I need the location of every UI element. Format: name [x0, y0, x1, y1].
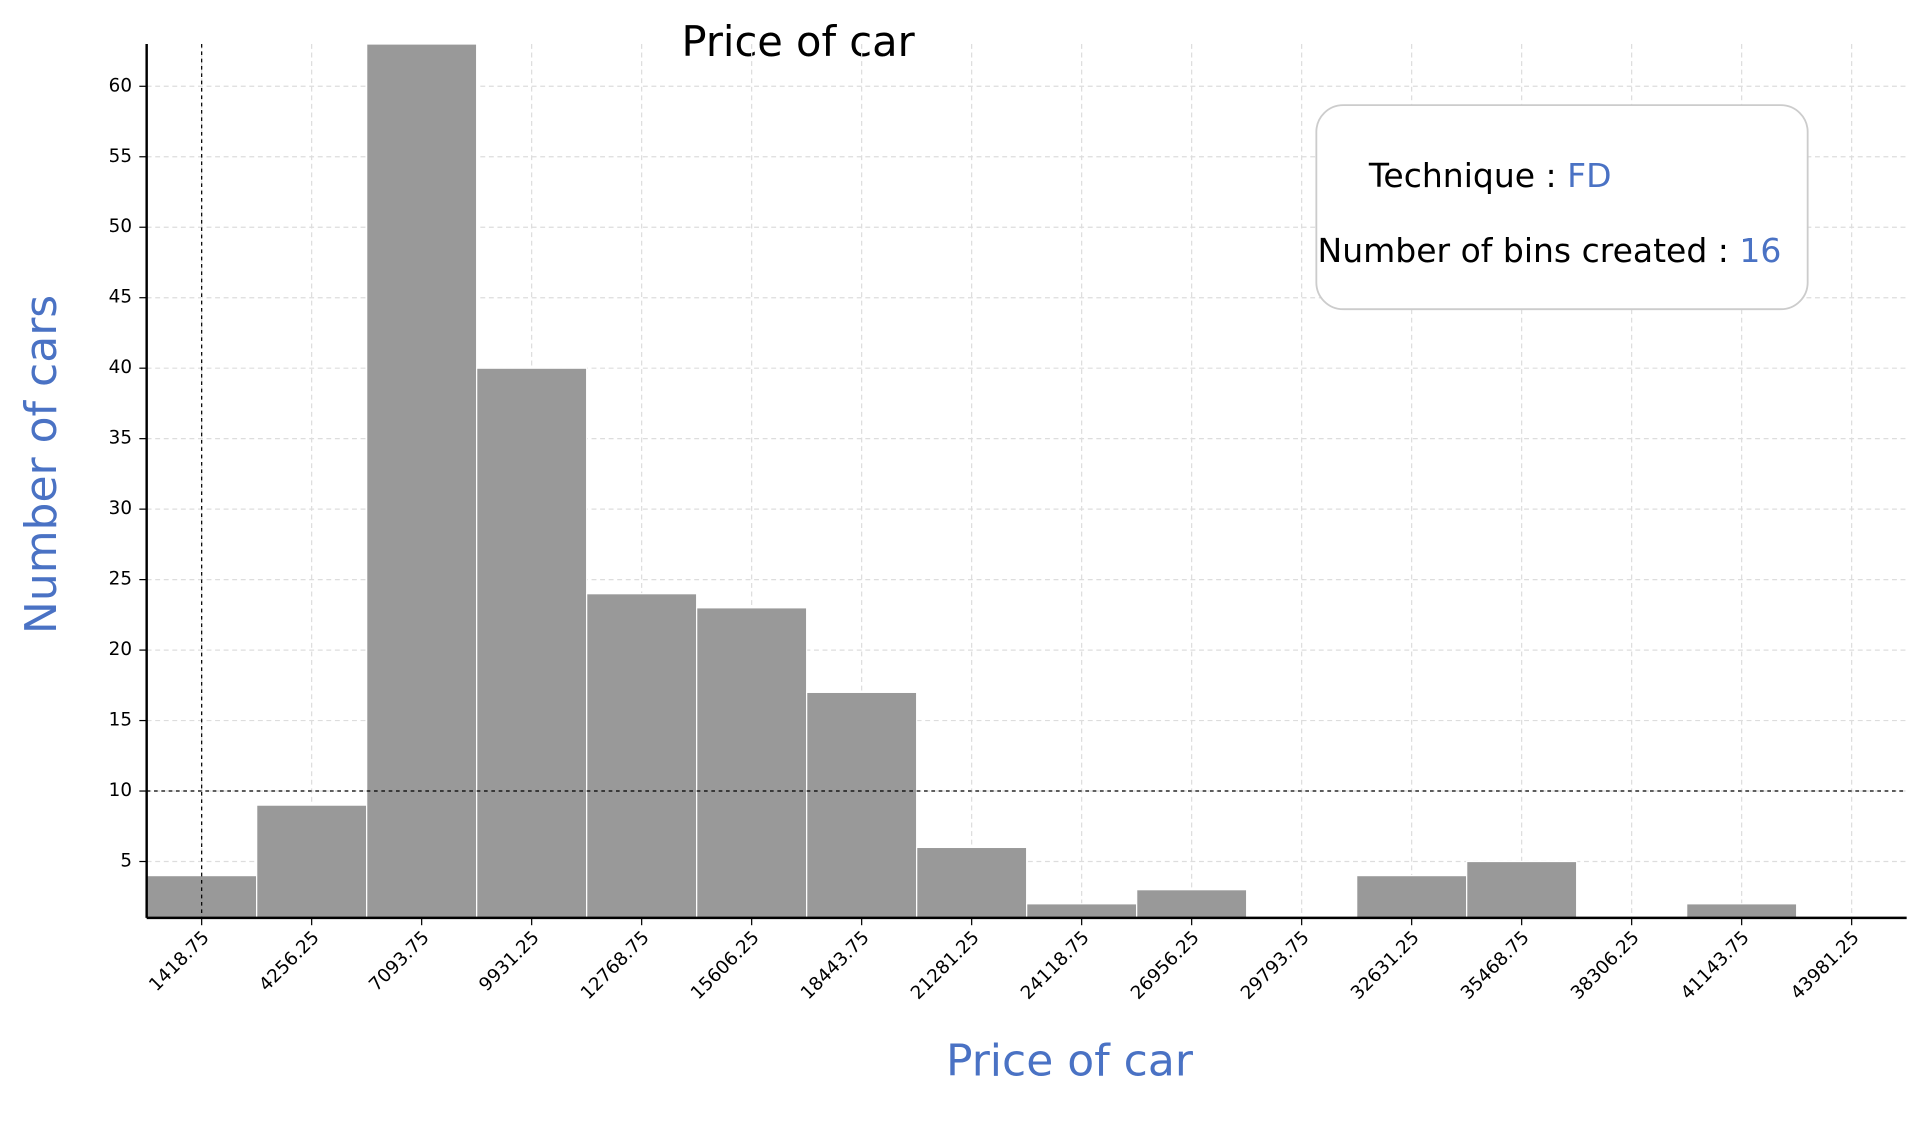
- technique-value: FD: [1567, 156, 1611, 195]
- x-tick-label: 41143.75: [1677, 927, 1754, 1004]
- y-tick-label: 5: [120, 851, 132, 872]
- bar: [476, 367, 588, 919]
- y-tick-label: 10: [109, 780, 132, 801]
- x-tick-label: 24118.75: [1017, 927, 1094, 1004]
- bar: [1136, 889, 1248, 919]
- x-tick-label: 1418.75: [145, 927, 213, 995]
- x-tick-label: 21281.25: [907, 927, 984, 1004]
- technique-label: Technique :: [1368, 156, 1557, 195]
- technique-text: Technique : FD: [1368, 156, 1612, 195]
- bar: [806, 691, 918, 919]
- bins-text: Number of bins created : 16: [1318, 230, 1782, 269]
- y-tick-label: 45: [109, 287, 132, 308]
- info-box: [1315, 104, 1809, 311]
- x-tick-label: 35468.75: [1457, 927, 1534, 1004]
- x-tick-label: 4256.25: [255, 927, 323, 995]
- chart-title: Price of car: [682, 17, 916, 66]
- x-tick-label: 7093.75: [365, 927, 433, 995]
- y-tick-label: 35: [109, 428, 132, 449]
- bins-label: Number of bins created :: [1318, 230, 1729, 269]
- y-tick-label: 25: [109, 569, 132, 590]
- x-tick-label: 26956.25: [1127, 927, 1204, 1004]
- x-tick-label: 15606.25: [687, 927, 764, 1004]
- bar: [586, 593, 698, 919]
- x-tick-label: 43981.25: [1787, 927, 1864, 1004]
- bar: [256, 804, 368, 919]
- bar: [1356, 874, 1468, 919]
- x-tick-label: 18443.75: [797, 927, 874, 1004]
- y-axis-label: Number of cars: [16, 295, 67, 634]
- y-tick-label: 15: [109, 710, 132, 731]
- bar: [366, 43, 478, 919]
- x-tick-label: 29793.75: [1237, 927, 1314, 1004]
- bar: [696, 607, 808, 919]
- x-tick-label: 32631.25: [1347, 927, 1424, 1004]
- bar: [1686, 903, 1798, 919]
- y-tick-label: 50: [109, 216, 132, 237]
- x-tick-label: 9931.25: [475, 927, 543, 995]
- x-tick-label: 38306.25: [1567, 927, 1644, 1004]
- bins-value: 16: [1739, 230, 1781, 269]
- bar: [1026, 903, 1138, 919]
- bar: [916, 846, 1028, 919]
- y-tick-label: 30: [109, 498, 132, 519]
- bar: [1466, 860, 1578, 919]
- x-axis-label: Price of car: [946, 1035, 1194, 1086]
- y-tick-label: 55: [109, 146, 132, 167]
- x-tick-label: 12768.75: [577, 927, 654, 1004]
- y-tick-label: 60: [109, 75, 132, 96]
- y-tick-label: 40: [109, 357, 132, 378]
- y-tick-label: 20: [109, 639, 132, 660]
